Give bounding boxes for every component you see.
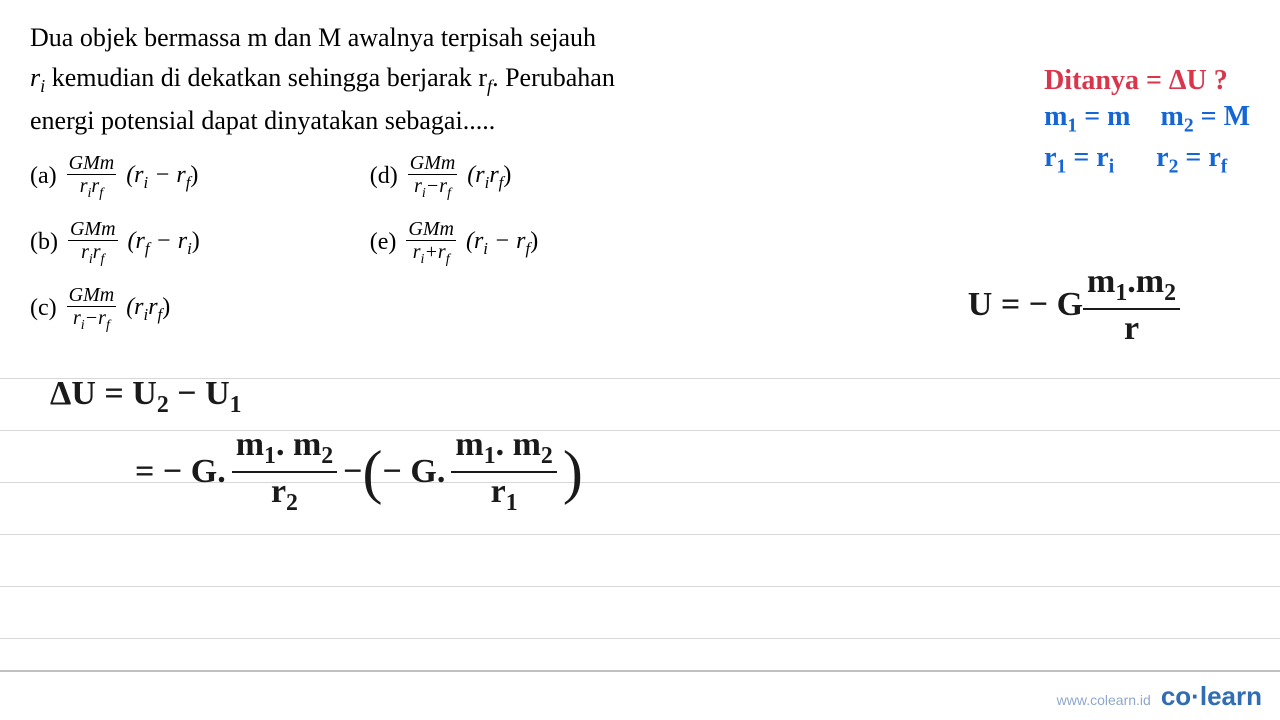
- left-paren-icon: (: [363, 448, 383, 496]
- option-c: (c) GMm ri−rf (rirf): [30, 285, 200, 333]
- footer: www.colearn.id co·learn: [1057, 681, 1262, 712]
- bottom-divider: [0, 670, 1280, 672]
- option-b: (b) GMm rirf (rf − ri): [30, 219, 200, 267]
- footer-logo: co·learn: [1161, 681, 1262, 712]
- problem-line3: energi potensial dapat dinyatakan sebaga…: [30, 106, 495, 135]
- answer-options: (a) GMm rirf (ri − rf) (b) GMm rirf (rf …: [30, 153, 1250, 333]
- problem-line1: Dua objek bermassa m dan M awalnya terpi…: [30, 23, 596, 52]
- delta-u-line1: ΔU = U2 − U1: [50, 375, 242, 419]
- delta-u-line2: = − G. m1. m2 r2 − ( − G. m1. m2 r1 ): [135, 428, 583, 515]
- option-a: (a) GMm rirf (ri − rf): [30, 153, 200, 201]
- problem-statement: Dua objek bermassa m dan M awalnya terpi…: [30, 18, 800, 141]
- footer-url: www.colearn.id: [1057, 692, 1151, 708]
- option-e: (e) GMm ri+rf (ri − rf): [370, 219, 538, 267]
- option-d: (d) GMm ri−rf (rirf): [370, 153, 538, 201]
- right-paren-icon: ): [563, 448, 583, 496]
